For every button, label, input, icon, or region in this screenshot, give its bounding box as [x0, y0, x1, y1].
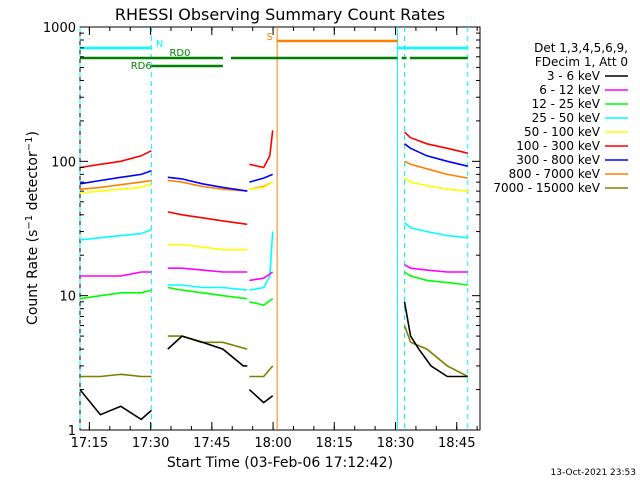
x-tick-label: 18:00	[254, 436, 291, 451]
plot-area: N S RD0 RD6	[79, 26, 481, 431]
flag-label-rd0: RD0	[169, 48, 190, 59]
y-tick-label: 100	[51, 155, 76, 170]
flag-label-n: N	[156, 39, 163, 50]
series-line-800-7000-kev-1	[167, 179, 248, 192]
series-line-12-25-kev-2	[249, 298, 274, 306]
footer-timestamp: 13-Oct-2021 23:53	[551, 468, 636, 478]
x-axis: 17:15 17:30 17:45 18:00 18:15 18:30 18:45	[71, 27, 478, 451]
series-line-100-300-kev-3	[403, 131, 468, 154]
series-line-100-300-kev-2	[249, 130, 274, 169]
series-line-3-6-kev-2	[248, 389, 274, 404]
series-line-7000-15000-kev-0	[80, 373, 152, 378]
legend-label-800-7000-kev: 800 - 7000 keV	[509, 167, 601, 181]
y-axis: 1 10 100 1000	[43, 21, 480, 439]
series-line-300-800-kev-0	[79, 170, 152, 185]
flag-label-s: S	[267, 32, 273, 43]
series-line-12-25-kev-0	[79, 289, 152, 300]
chart-title: RHESSI Observing Summary Count Rates	[115, 5, 445, 24]
y-axis-label: Count Rate (s−1 detector−1)	[24, 131, 41, 325]
legend-label-7000-15000-kev: 7000 - 15000 keV	[493, 181, 600, 195]
series-line-100-300-kev-0	[79, 149, 152, 169]
y-tick-label: 10	[59, 290, 76, 305]
series-line-12-25-kev-3	[404, 271, 468, 286]
flag-label-rd6: RD6	[131, 61, 152, 72]
series-line-25-50-kev-0	[79, 228, 152, 241]
legend-label-50-100-kev: 50 - 100 keV	[524, 125, 601, 139]
series-line-7000-15000-kev-3	[403, 325, 469, 378]
flag-bars: N S RD0 RD6	[80, 32, 468, 72]
series-line-6-12-kev-1	[167, 267, 248, 273]
y-tick-label: 1	[68, 424, 76, 439]
series-line-300-800-kev-1	[167, 176, 248, 192]
series-line-50-100-kev-1	[167, 243, 248, 251]
series-line-6-12-kev-0	[80, 271, 152, 277]
series-line-800-7000-kev-0	[79, 179, 152, 190]
series-line-50-100-kev-3	[404, 177, 468, 192]
plot-frame	[79, 26, 481, 431]
vertical-markers	[79, 27, 469, 430]
series-line-12-25-kev-1	[167, 286, 248, 300]
x-tick-label: 17:30	[132, 436, 169, 451]
series-line-7000-15000-kev-2	[249, 365, 274, 378]
series-line-50-100-kev-0	[79, 183, 152, 194]
series-line-3-6-kev-1	[167, 335, 248, 367]
series-line-3-6-kev-3	[403, 301, 468, 378]
series-line-25-50-kev-1	[167, 284, 248, 291]
x-tick-label: 17:45	[193, 436, 230, 451]
series-line-50-100-kev-2	[249, 181, 274, 190]
series-lines	[79, 130, 469, 421]
legend-label-3-6-kev: 3 - 6 keV	[547, 69, 601, 83]
legend: Det 1,3,4,5,6,9, FDecim 1, Att 0 3 - 6 k…	[493, 41, 628, 195]
y-tick-label: 1000	[43, 21, 76, 36]
series-line-6-12-kev-3	[404, 264, 468, 273]
x-tick-label: 18:30	[377, 436, 414, 451]
series-line-300-800-kev-3	[404, 143, 468, 167]
series-line-800-7000-kev-3	[404, 160, 468, 179]
x-tick-label: 18:15	[316, 436, 353, 451]
legend-label-25-50-kev: 25 - 50 keV	[532, 111, 601, 125]
legend-header-line-1: Det 1,3,4,5,6,9,	[534, 41, 628, 55]
x-axis-label: Start Time (03-Feb-06 17:12:42)	[167, 455, 393, 471]
series-line-25-50-kev-2	[249, 231, 274, 291]
series-line-3-6-kev-0	[79, 389, 152, 421]
series-line-300-800-kev-2	[249, 173, 274, 183]
legend-label-12-25-kev: 12 - 25 keV	[532, 97, 601, 111]
series-line-6-12-kev-2	[249, 271, 274, 282]
series-line-25-50-kev-3	[403, 221, 468, 239]
x-tick-label: 18:45	[438, 436, 475, 451]
series-line-100-300-kev-1	[167, 211, 248, 226]
legend-label-300-800-kev: 300 - 800 keV	[516, 153, 600, 167]
x-tick-label: 17:15	[71, 436, 108, 451]
legend-header-line-2: FDecim 1, Att 0	[535, 55, 628, 69]
legend-label-6-12-kev: 6 - 12 keV	[539, 83, 601, 97]
legend-label-100-300-kev: 100 - 300 keV	[516, 139, 600, 153]
